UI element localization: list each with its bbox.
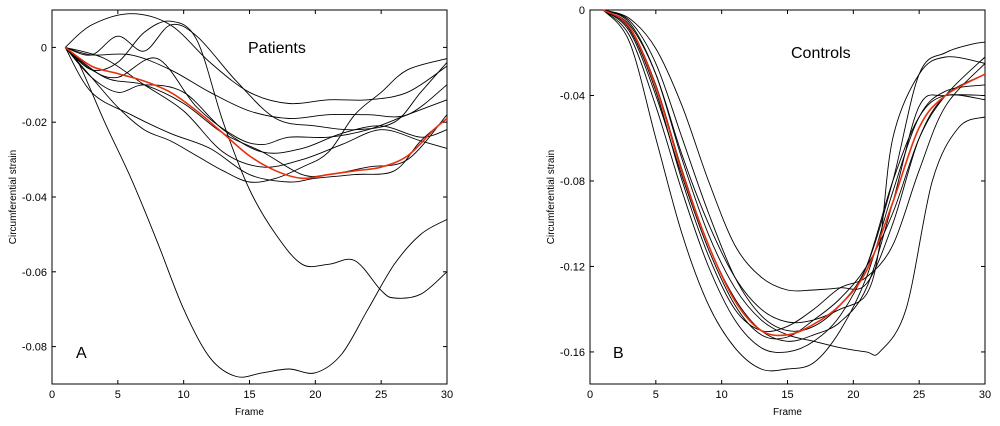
series-group-controls — [602, 9, 986, 372]
y-tick-label-controls: 0 — [579, 5, 585, 17]
x-tick-label-controls: 25 — [913, 389, 925, 401]
strain-line-patients-4 — [64, 47, 448, 146]
x-tick-label-controls: 10 — [716, 389, 728, 401]
strain-line-patients-3 — [65, 46, 448, 119]
panel-patients: 0 5 10 15 20 25 30 0 -0.02 -0.04 -0.06 -0.08 Patien… — [8, 9, 453, 418]
strain-line-patients-11 — [64, 20, 448, 299]
y-tick-label-controls: -0.04 — [560, 90, 585, 102]
strain-line-patients-9 — [64, 47, 448, 183]
y-tick-label-patients: -0.02 — [22, 117, 47, 129]
x-tick-label-controls: 20 — [847, 389, 859, 401]
y-tick-label-controls: -0.16 — [560, 347, 585, 359]
strain-line-controls-9 — [602, 9, 986, 324]
panel-controls: 0 5 10 15 20 25 30 0 -0.04 -0.08 -0.12 -0.16 Contro… — [546, 5, 991, 418]
y-tick-label-patients: -0.08 — [22, 342, 47, 354]
x-tick-label-patients: 20 — [309, 389, 321, 401]
strain-line-controls-7 — [602, 9, 986, 340]
x-tick-label-controls: 30 — [979, 389, 991, 401]
strain-line-controls-3 — [602, 9, 986, 353]
chart-title-patients: Patients — [248, 40, 306, 57]
x-axis-label-patients: Frame — [235, 407, 264, 418]
x-tick-label-controls: 0 — [587, 389, 593, 401]
x-axis-label-controls: Frame — [773, 407, 802, 418]
strain-line-patients-2 — [65, 23, 448, 131]
axis-ticks-controls: 0 5 10 15 20 25 30 0 -0.04 -0.08 -0.12 -0.16 — [560, 5, 991, 401]
series-group-patients — [64, 13, 448, 378]
x-tick-label-patients: 15 — [243, 389, 255, 401]
mean-strain-line-controls — [602, 9, 986, 337]
strain-line-patients-1 — [64, 13, 448, 105]
strain-line-controls-8 — [602, 9, 986, 333]
strain-line-patients-7 — [64, 47, 448, 177]
plot-frame-patients — [51, 9, 448, 385]
x-tick-label-patients: 30 — [441, 389, 453, 401]
mean-strain-line-patients — [64, 46, 448, 180]
x-tick-label-patients: 25 — [375, 389, 387, 401]
x-tick-label-patients: 5 — [115, 389, 121, 401]
y-axis-label-controls: Circumferential strain — [546, 150, 557, 244]
x-tick-label-patients: 10 — [178, 389, 190, 401]
y-axis-label-patients: Circumferential strain — [8, 150, 19, 244]
x-tick-label-controls: 5 — [653, 389, 659, 401]
strain-line-controls-5 — [603, 9, 986, 356]
x-tick-label-controls: 15 — [781, 389, 793, 401]
strain-line-controls-4 — [602, 9, 986, 372]
axis-ticks-patients: 0 5 10 15 20 25 30 0 -0.02 -0.04 -0.06 -0.08 — [22, 10, 453, 401]
y-tick-label-controls: -0.08 — [560, 176, 585, 188]
panel-letter-a: A — [76, 345, 87, 362]
y-tick-label-controls: -0.12 — [560, 261, 585, 273]
x-tick-label-patients: 0 — [49, 389, 55, 401]
panel-letter-b: B — [613, 345, 624, 362]
y-tick-label-patients: -0.04 — [22, 192, 47, 204]
y-tick-label-patients: -0.06 — [22, 267, 47, 279]
y-tick-label-patients: 0 — [41, 42, 47, 54]
strain-line-controls-6 — [603, 9, 986, 292]
chart-title-controls: Controls — [791, 45, 851, 62]
